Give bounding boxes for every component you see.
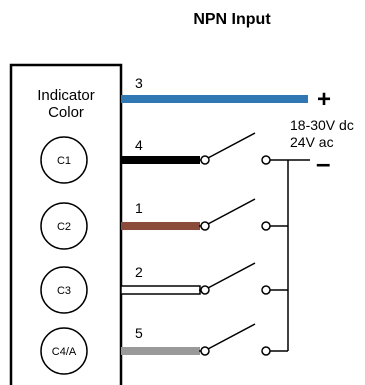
output-wire-5-line [121, 347, 200, 355]
supply-wire-3: 3 [121, 75, 308, 103]
output-wire-5-number: 5 [135, 325, 143, 341]
switch-c2-blade [207, 198, 256, 225]
supply-plus-sign: + [317, 86, 331, 113]
output-wire-2: 2 [120, 264, 201, 295]
output-wire-2-number: 2 [135, 264, 143, 280]
indicator-c2-circle [40, 202, 88, 250]
output-wire-4: 4 [121, 137, 200, 164]
box-label-line2: Color [48, 104, 84, 121]
switch-c3-contact-left [200, 285, 210, 295]
indicator-c3-circle [40, 266, 88, 314]
box-label-line1: Indicator [37, 87, 95, 104]
output-wire-1-line [121, 222, 200, 230]
supply-minus-sign: – [316, 148, 330, 178]
switch-c3-blade [207, 262, 256, 289]
output-wire-2-line [120, 285, 201, 295]
supply-voltage-ac: 24V ac [290, 134, 334, 150]
switch-c4a [199, 323, 288, 356]
supply-voltage-dc: 18-30V dc [290, 117, 354, 133]
switch-c4a-blade [207, 323, 256, 350]
output-wire-4-number: 4 [135, 137, 143, 153]
indicator-c1-label: C1 [57, 155, 71, 167]
switch-c3-contact-right [261, 285, 271, 295]
indicator-c4a-label: C4/A [52, 346, 77, 358]
diagram-title: NPN Input [193, 11, 271, 28]
switch-c4a-contact-right [261, 346, 271, 356]
indicator-c3: C3 [40, 266, 88, 314]
indicator-c1: C1 [40, 136, 88, 184]
output-wire-5: 5 [121, 325, 200, 355]
switch-c1-blade [207, 132, 256, 159]
indicator-c4a: C4/A [40, 327, 88, 375]
switch-c2 [199, 198, 288, 231]
output-wire-1-number: 1 [135, 200, 143, 216]
supply-wire-3-number: 3 [135, 75, 143, 91]
switch-c1-contact-right [261, 155, 271, 165]
switch-c2-contact-right [261, 221, 271, 231]
indicator-c1-circle [40, 136, 88, 184]
indicator-c2-label: C2 [57, 221, 71, 233]
switch-c1-contact-left [200, 155, 210, 165]
indicator-c3-label: C3 [57, 285, 71, 297]
switch-c4a-contact-left [200, 346, 210, 356]
switch-c3 [199, 262, 288, 295]
output-wire-4-line [121, 156, 200, 164]
switch-c2-contact-left [200, 221, 210, 231]
indicator-c2: C2 [40, 202, 88, 250]
switch-c1 [199, 132, 288, 165]
supply-wire-3-line [121, 95, 308, 103]
indicator-c4a-circle [40, 327, 88, 375]
output-wire-1: 1 [121, 200, 200, 230]
